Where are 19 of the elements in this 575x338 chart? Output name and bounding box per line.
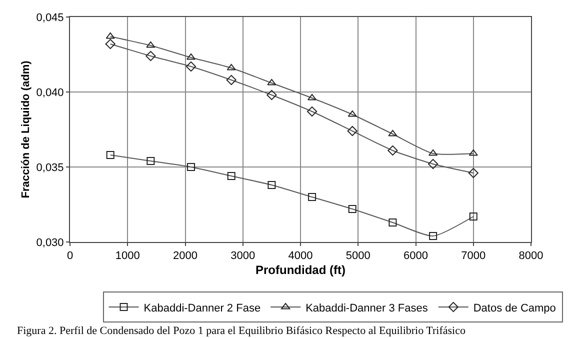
legend-label: Kabaddi-Danner 2 Fase — [144, 302, 261, 314]
y-tick-label: 0,040 — [36, 86, 64, 99]
x-tick-label: 2000 — [173, 250, 198, 262]
x-axis-title: Profundidad (ft) — [256, 263, 346, 278]
y-axis-title: Fracción de Liquido (adm) — [20, 60, 32, 198]
x-tick-label: 5000 — [346, 250, 370, 262]
legend-label: Datos de Campo — [473, 302, 556, 314]
x-tick-label: 8000 — [518, 250, 544, 262]
x-tick-label: 1000 — [115, 250, 140, 262]
y-tick-label: 0,035 — [36, 162, 64, 174]
legend-label: Kabaddi-Danner 3 Fases — [306, 302, 428, 314]
x-tick-label: 4000 — [288, 250, 313, 262]
x-tick-label: 7000 — [461, 250, 486, 262]
x-tick-label: 3000 — [230, 250, 256, 262]
x-tick-label: 0 — [66, 250, 74, 262]
y-tick-label: 0,030 — [36, 236, 64, 249]
x-tick-label: 6000 — [404, 250, 428, 262]
y-tick-label: 0,045 — [36, 12, 64, 24]
text: Figura 2. Perfil de Condensado del Pozo 1 para el Equilibrio Bifásico Respecto al Equilibrio Trifásico — [17, 325, 466, 337]
